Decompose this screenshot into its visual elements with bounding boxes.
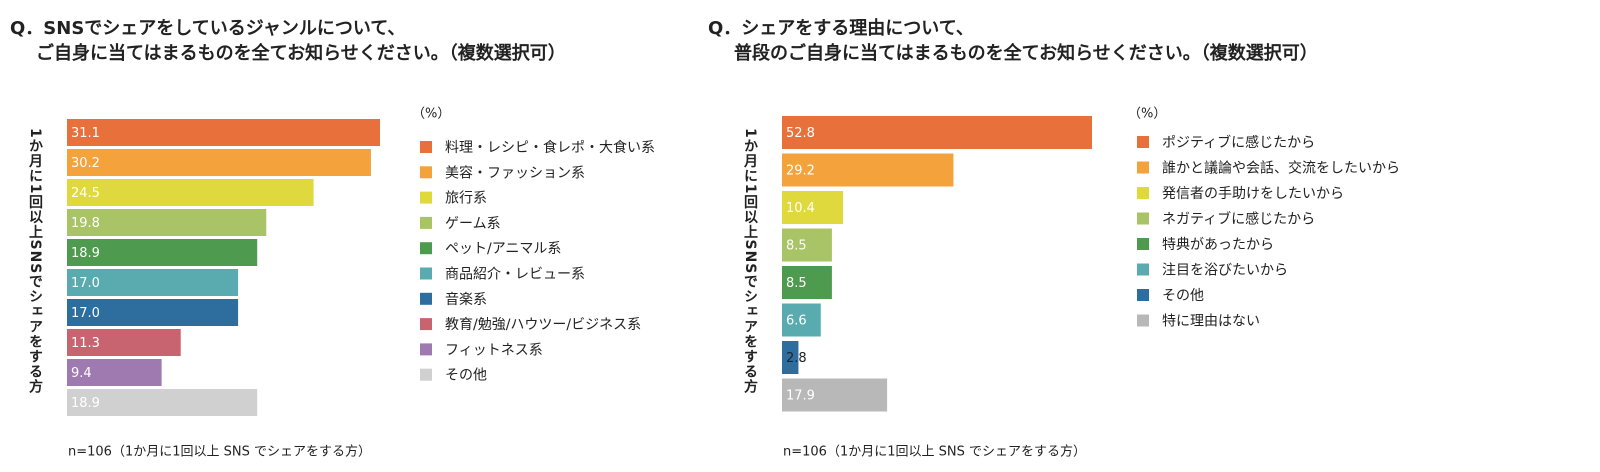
legend-swatch — [420, 343, 432, 356]
legend-swatch — [420, 267, 432, 280]
legend-label: 特典があったから — [1162, 237, 1274, 253]
legend-label: 教育/勉強/ハウツー/ビジネス系 — [445, 317, 641, 333]
legend-label: フィットネス系 — [445, 342, 543, 358]
legend-label: 特に理由はない — [1162, 314, 1260, 330]
legend-swatch — [420, 191, 432, 204]
value-label: 17.0 — [71, 276, 100, 291]
value-label: 6.6 — [786, 314, 807, 329]
legend-label: 音楽系 — [445, 291, 487, 308]
legend-label: その他 — [445, 368, 487, 384]
legend-label: 発信者の手助けをしたいから — [1162, 186, 1344, 202]
bar — [67, 269, 239, 296]
legend-label: 商品紹介・レビュー系 — [445, 267, 585, 283]
legend-swatch — [420, 318, 432, 331]
legend-swatch — [420, 368, 432, 381]
value-label: 24.5 — [71, 186, 100, 201]
value-label: 30.2 — [71, 156, 100, 171]
legend-swatch — [1137, 289, 1149, 301]
legend-label: ゲーム系 — [445, 216, 501, 232]
value-label: 8.5 — [786, 276, 807, 291]
bar — [782, 303, 821, 337]
chart-title: Q．SNSでシェアをしているジャンルについて、 — [10, 18, 405, 39]
legend-swatch — [1137, 187, 1149, 199]
legend-label: 旅行系 — [445, 191, 487, 207]
chart-title: Q．シェアをする理由について、 — [708, 17, 974, 39]
legend-swatch — [1137, 238, 1149, 250]
unit-label: （%） — [412, 107, 450, 122]
legend-label: ペット/アニマル系 — [445, 241, 561, 257]
bar — [67, 329, 181, 356]
bar — [782, 153, 954, 187]
y-axis-label: 1か月に1回以上SNSでシェアをする方 — [27, 128, 44, 395]
legend-label: 注目を浴びたいから — [1162, 263, 1288, 279]
value-label: 10.4 — [786, 201, 815, 216]
legend-label: 美容・ファッション系 — [445, 164, 585, 181]
legend-swatch — [1137, 161, 1149, 174]
bar — [782, 191, 844, 224]
legend-swatch — [420, 216, 432, 229]
bar — [67, 359, 162, 386]
bar — [782, 228, 832, 262]
y-axis-label: 1か月に1回以上SNSでシェアをする方 — [742, 128, 759, 395]
bar — [782, 266, 832, 299]
legend-swatch — [1137, 314, 1149, 327]
bar — [67, 209, 267, 236]
bar — [67, 239, 258, 266]
value-label: 18.9 — [71, 396, 100, 411]
legend-swatch — [420, 292, 432, 305]
bar — [782, 116, 1092, 149]
note: n=106（1か月に1回以上 SNS でシェアをする方） — [783, 444, 1086, 460]
legend-label: ネガティブに感じたから — [1162, 211, 1315, 228]
legend-label: その他 — [1162, 288, 1204, 304]
chart-title: 普段のご自身に当てはまるものを全てお知らせください。（複数選択可） — [734, 42, 1318, 64]
value-label: 17.9 — [786, 389, 815, 404]
legend-swatch — [420, 242, 432, 255]
value-label: 52.8 — [786, 126, 815, 141]
bar — [782, 378, 888, 412]
bar — [67, 119, 380, 146]
value-label: 2.8 — [786, 351, 807, 366]
value-label: 17.0 — [71, 306, 100, 321]
bar — [67, 149, 371, 176]
legend-swatch — [420, 141, 432, 153]
value-label: 9.4 — [71, 366, 92, 381]
unit-label: （%） — [1128, 107, 1166, 122]
bar — [782, 341, 799, 374]
value-label: 29.2 — [786, 164, 815, 179]
value-label: 19.8 — [71, 216, 100, 231]
legend-swatch — [1137, 136, 1149, 148]
legend-swatch — [1137, 212, 1149, 225]
legend-swatch — [1137, 263, 1149, 276]
value-label: 31.1 — [71, 126, 100, 141]
value-label: 11.3 — [71, 336, 100, 351]
note: n=106（1か月に1回以上 SNS でシェアをする方） — [68, 444, 371, 460]
bar — [67, 389, 258, 416]
legend-label: ポジティブに感じたから — [1162, 134, 1315, 151]
legend-swatch — [420, 166, 432, 179]
bar — [67, 299, 239, 326]
legend-label: 料理・レシピ・食レポ・大食い系 — [445, 139, 655, 156]
value-label: 8.5 — [786, 239, 807, 254]
value-label: 18.9 — [71, 246, 100, 261]
chart-title: ご自身に当てはまるものを全てお知らせください。（複数選択可） — [36, 42, 566, 64]
legend-label: 誰かと議論や会話、交流をしたいから — [1162, 160, 1400, 177]
bar — [67, 179, 314, 206]
